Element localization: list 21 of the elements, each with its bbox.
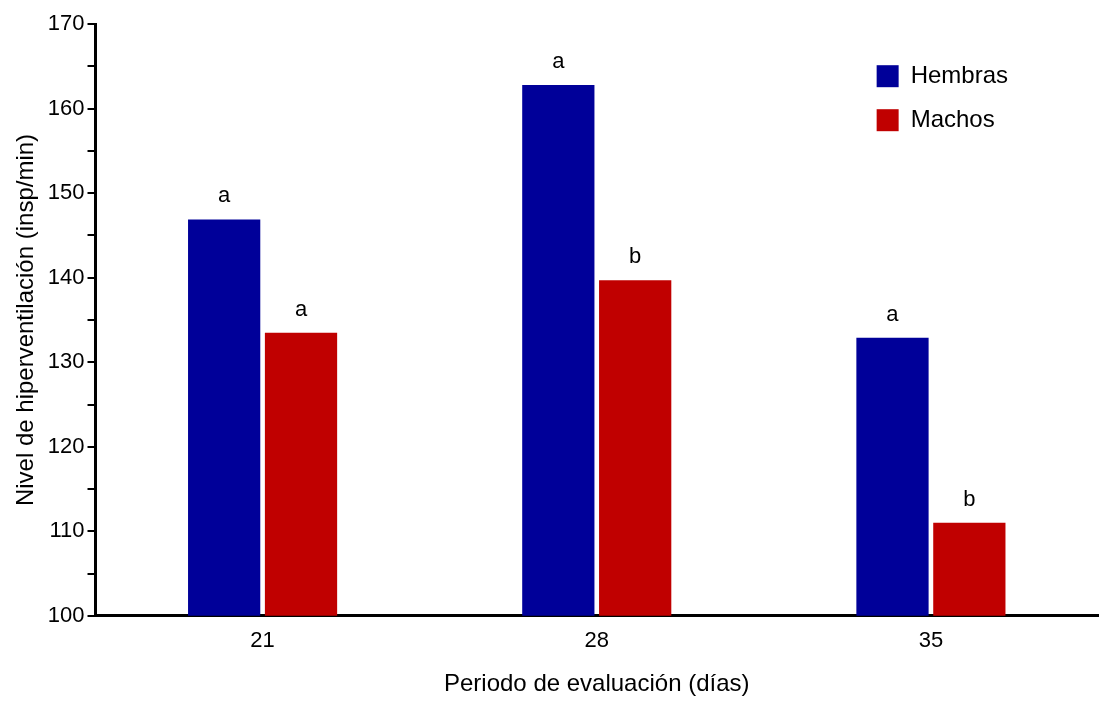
y-tick-label: 110 bbox=[49, 517, 85, 543]
y-tick-label: 120 bbox=[47, 432, 85, 458]
legend-label: Hembras bbox=[910, 60, 1008, 88]
y-axis-title: Nivel de hiperventilación (insp/min) bbox=[11, 133, 39, 507]
y-tick-label: 130 bbox=[47, 348, 85, 374]
annotation: a bbox=[218, 182, 232, 208]
legend-label: Machos bbox=[910, 104, 995, 132]
annotation: b bbox=[963, 485, 976, 511]
x-tick-label: 21 bbox=[250, 627, 275, 653]
y-tick-label: 170 bbox=[47, 10, 85, 36]
annotation: a bbox=[886, 300, 900, 326]
x-axis-title: Periodo de evaluación (días) bbox=[443, 669, 750, 697]
y-tick-label: 150 bbox=[47, 179, 85, 205]
y-tick-label: 160 bbox=[47, 94, 85, 120]
annotation: a bbox=[552, 48, 566, 74]
x-tick-label: 28 bbox=[584, 627, 609, 653]
y-tick-label: 100 bbox=[47, 601, 85, 627]
x-tick-label: 35 bbox=[918, 627, 944, 653]
annotation: b bbox=[629, 243, 642, 269]
y-tick-label: 140 bbox=[47, 263, 85, 289]
annotation: a bbox=[294, 295, 308, 321]
